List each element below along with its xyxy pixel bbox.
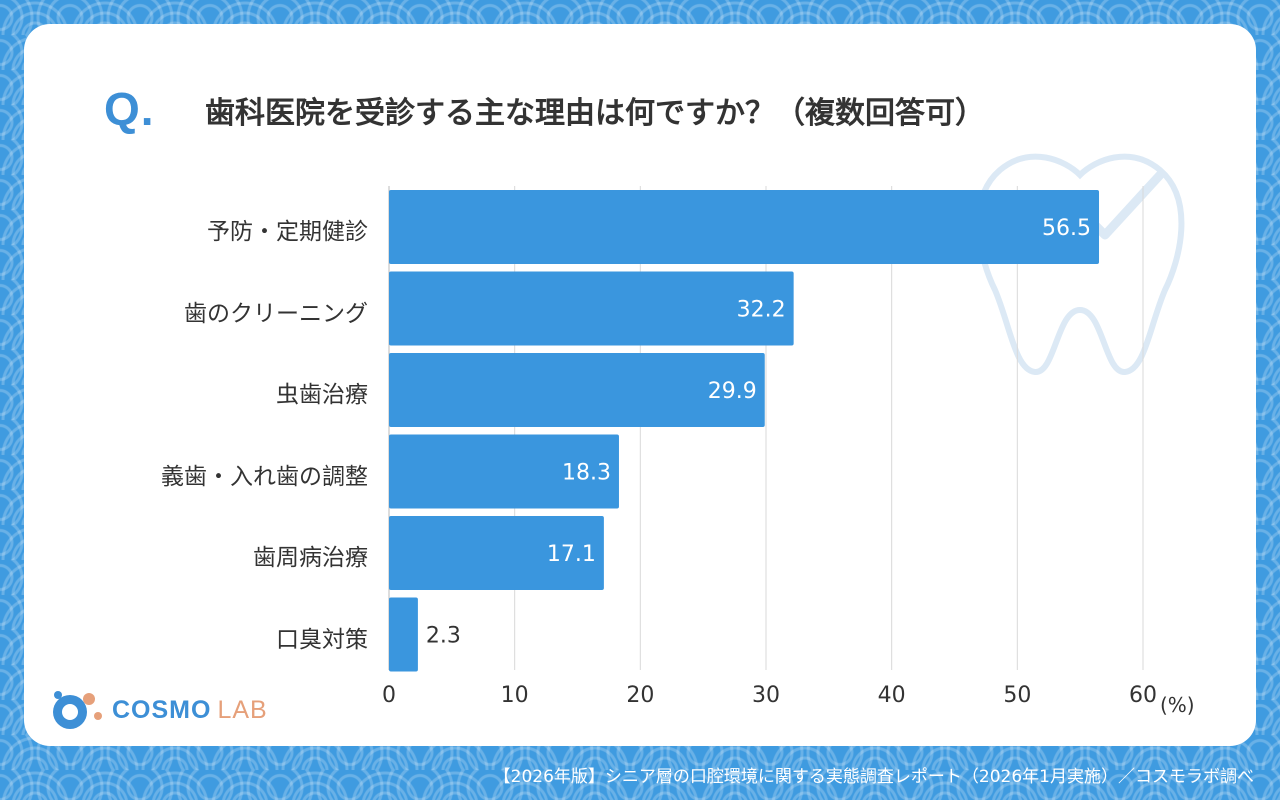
- bar-1: [389, 190, 1100, 264]
- x-tick-label: 10: [501, 683, 529, 708]
- category-label: 歯のクリーニング: [184, 300, 368, 327]
- bar-6: [389, 597, 418, 672]
- x-tick-label: 30: [752, 683, 780, 708]
- x-tick-label: 0: [382, 683, 396, 708]
- bar-value-label: 18.3: [562, 461, 611, 486]
- category-label: 歯周病治療: [253, 545, 368, 571]
- bar-4: [389, 434, 619, 509]
- bar-value-label: 56.5: [1042, 216, 1091, 241]
- x-unit-label: (%): [1160, 693, 1195, 717]
- category-label: 義歯・入れ歯の調整: [161, 463, 368, 490]
- footer-source: 【2026年版】シニア層の口腔環境に関する実態調査レポート（2026年1月実施）…: [493, 767, 1254, 787]
- bar-value-label: 17.1: [547, 542, 596, 567]
- x-tick-label: 20: [626, 683, 654, 708]
- bar-value-label: 2.3: [426, 624, 461, 649]
- category-label: 口臭対策: [276, 626, 368, 653]
- bar-5: [389, 516, 604, 590]
- bar-value-label: 29.9: [708, 379, 757, 404]
- category-label: 予防・定期健診: [207, 219, 368, 245]
- bar-2: [389, 271, 794, 346]
- question-title: 歯科医院を受診する主な理由は何ですか？（複数回答可）: [205, 96, 985, 131]
- logo-sub-text: LAB: [217, 695, 268, 724]
- logo: COSMO LAB: [48, 688, 268, 732]
- logo-mark-icon: [53, 691, 102, 729]
- question-mark: Q.: [104, 83, 155, 135]
- x-tick-label: 60: [1129, 683, 1157, 708]
- logo-text: COSMO: [112, 695, 212, 724]
- category-label: 虫歯治療: [276, 382, 368, 408]
- bar-3: [389, 353, 765, 427]
- bar-value-label: 32.2: [737, 298, 786, 323]
- x-tick-label: 40: [878, 683, 906, 708]
- x-tick-label: 50: [1003, 683, 1031, 708]
